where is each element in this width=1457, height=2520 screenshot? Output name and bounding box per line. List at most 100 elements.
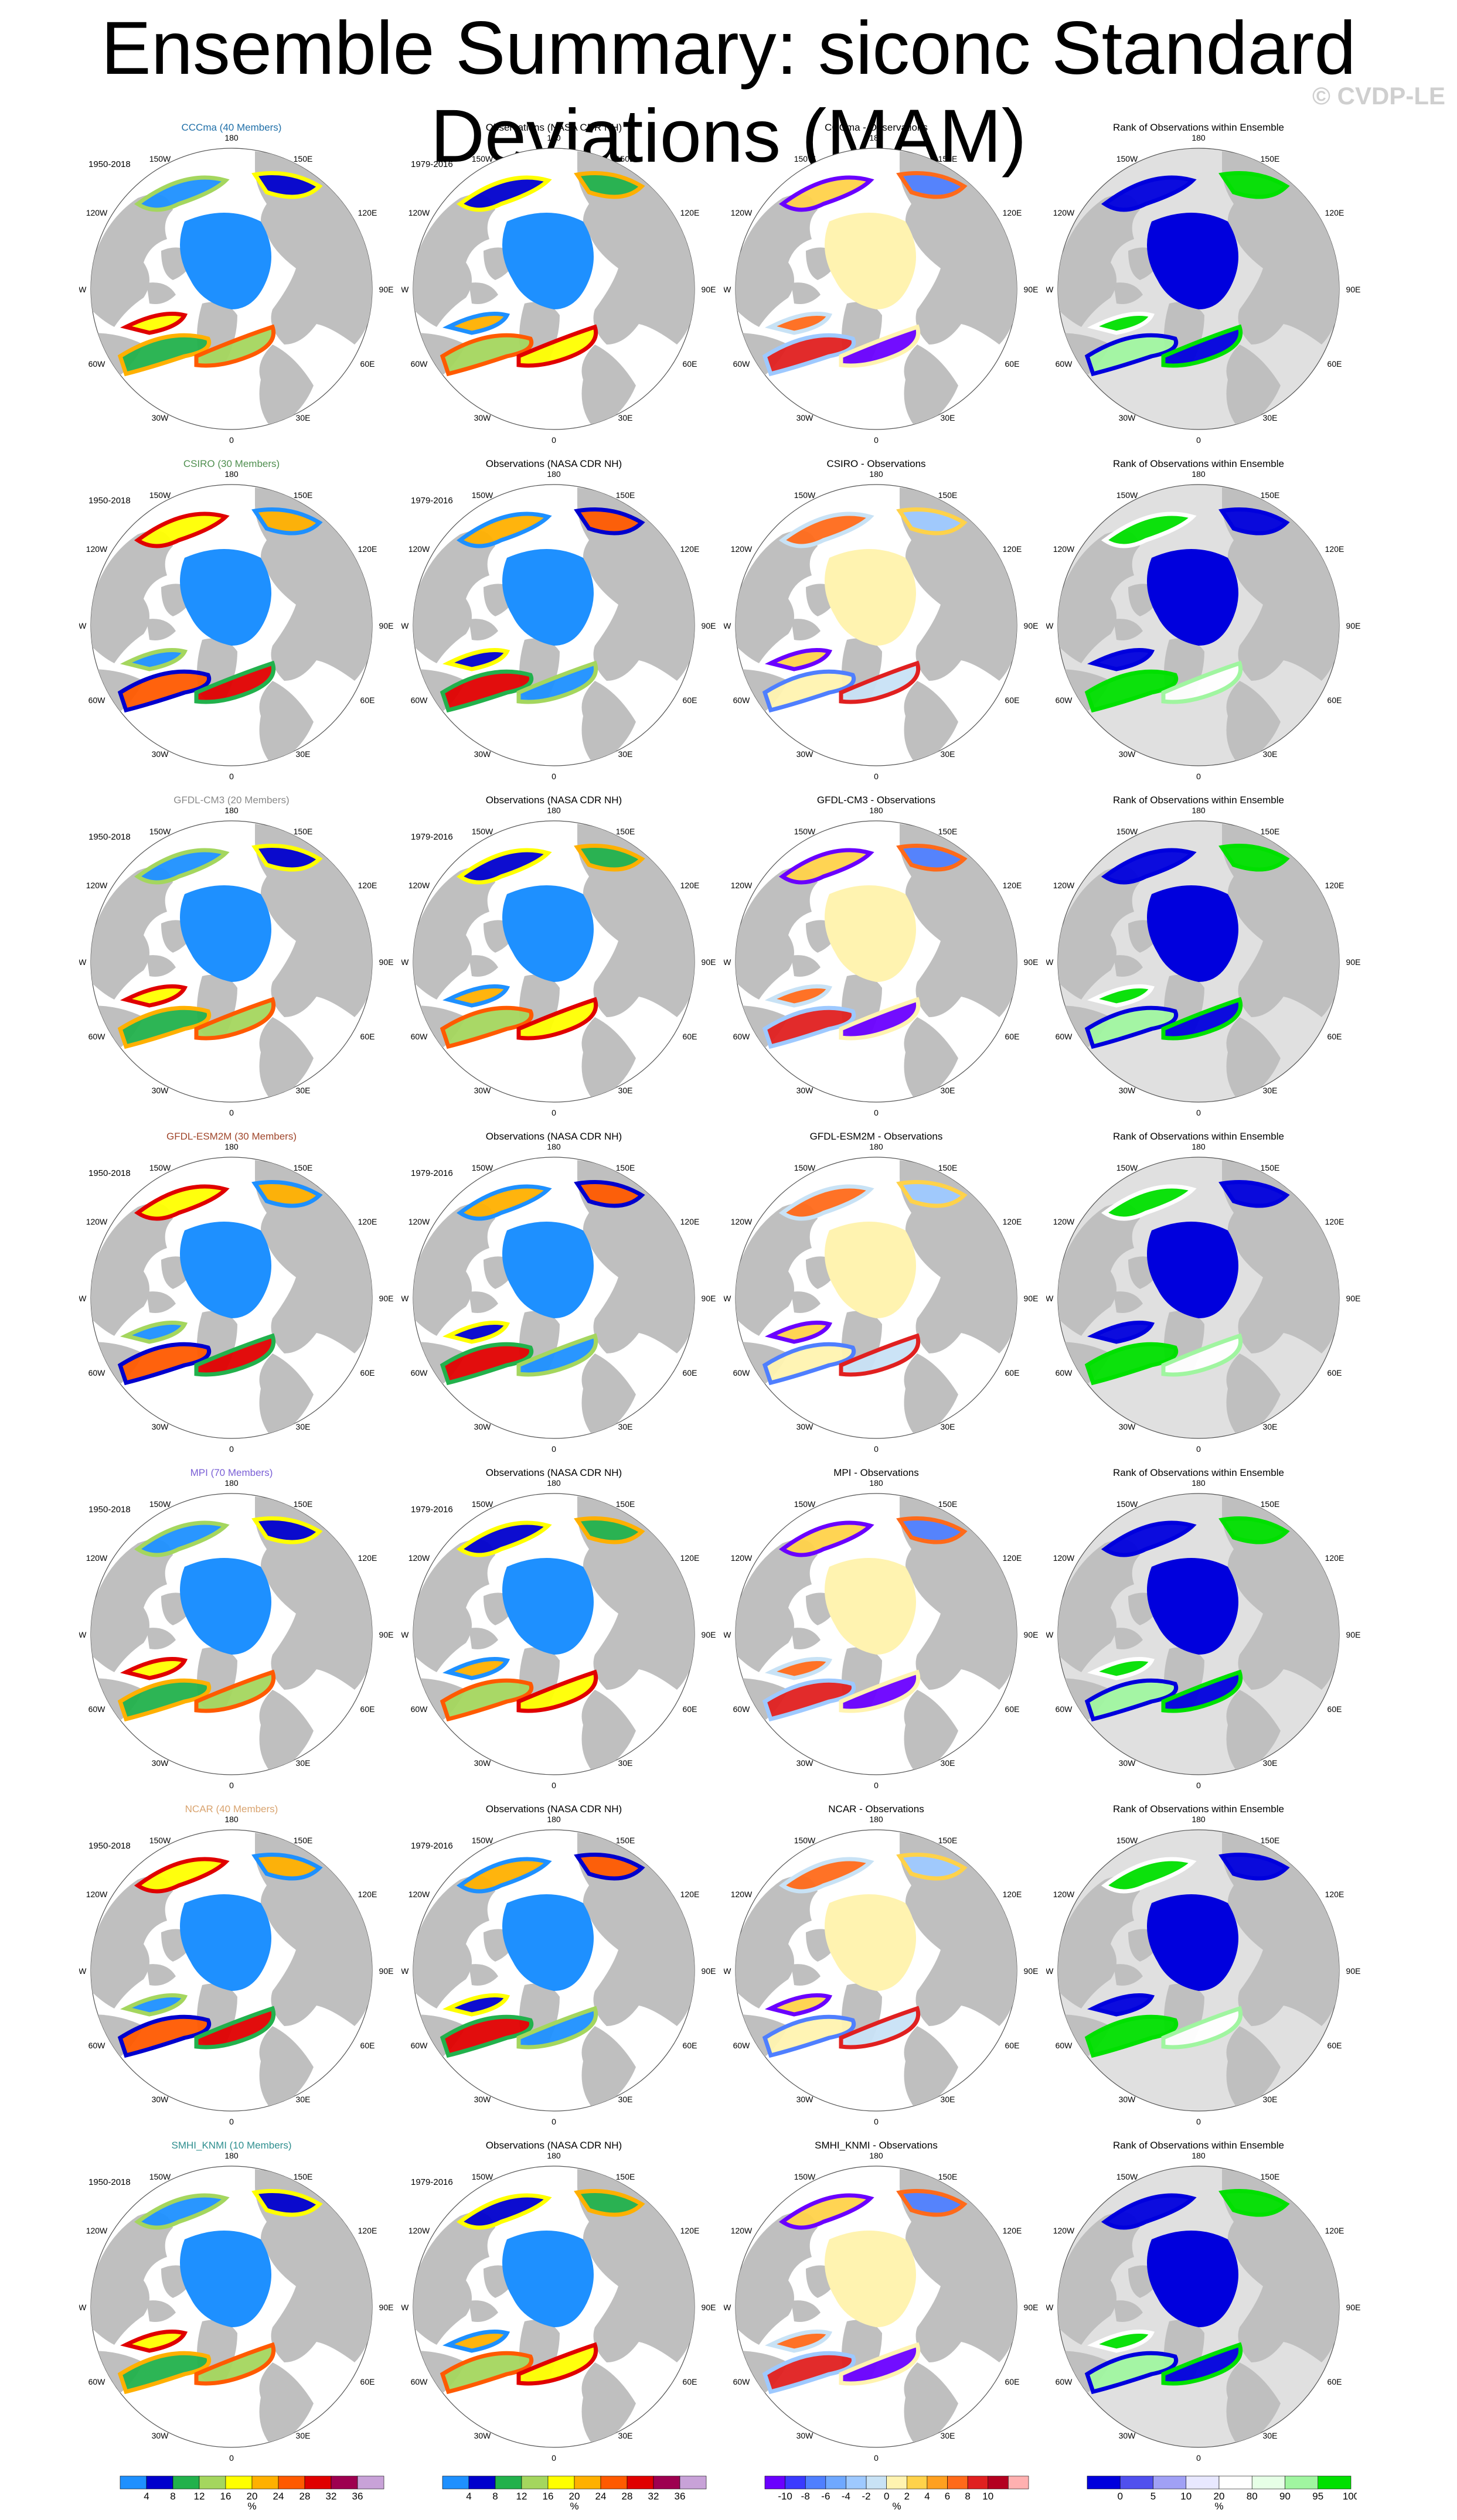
longitude-label: 150W (149, 1499, 171, 1509)
ice-edge-band (1105, 514, 1193, 546)
longitude-label: 0 (229, 772, 234, 781)
longitude-label: 60E (1005, 2377, 1020, 2386)
colorbar-tick-label: 24 (273, 2491, 284, 2502)
longitude-label: 120W (1053, 1890, 1075, 1899)
longitude-label: 30W (152, 1758, 169, 1768)
ice-edge-stroke (1087, 1657, 1155, 1680)
ice-edge-stroke (456, 1184, 552, 1221)
model-sd-panel: CSIRO (30 Members) 1950-2018 180 0 150W 150E 1… (67, 458, 396, 792)
ice-edge-stroke (1101, 511, 1197, 548)
ice-edge-stroke (778, 2193, 874, 2230)
north-america-landmass (1058, 1875, 1140, 2009)
ice-edge-band (1093, 986, 1152, 1005)
period-label: 1950-2018 (88, 159, 131, 169)
colorbar-swatch (146, 2475, 173, 2490)
colorbar-swatch (866, 2475, 887, 2490)
longitude-label: 120W (731, 1217, 753, 1226)
arctic-ocean-field (825, 1894, 916, 1991)
ice-edge-band (138, 514, 226, 546)
ice-edge-stroke (896, 1516, 968, 1544)
longitude-label: 90W (1046, 285, 1054, 294)
longitude-label: 90E (1024, 1630, 1039, 1639)
longitude-label: 30E (296, 1086, 311, 1095)
longitude-label: 120W (1053, 544, 1075, 554)
longitude-label: 150E (616, 1163, 635, 1172)
longitude-label: 30E (296, 413, 311, 422)
ice-edge-band (1163, 327, 1241, 366)
longitude-label: 120W (86, 208, 108, 217)
longitude-label: 30W (474, 1422, 492, 1431)
longitude-label: 120E (358, 1553, 377, 1563)
longitude-label: 150E (938, 2172, 958, 2181)
ice-edge-stroke (1218, 1180, 1290, 1208)
ice-edge-stroke (1101, 1184, 1197, 1221)
longitude-label: 30W (152, 2095, 169, 2104)
ice-edge-stroke (117, 669, 211, 713)
ice-edge-stroke (574, 171, 645, 199)
longitude-label: 120E (1325, 208, 1344, 217)
longitude-label: 0 (1196, 435, 1201, 445)
archipelago-landmass (791, 282, 821, 304)
north-america-landmass (736, 530, 818, 663)
longitude-label: 120W (1053, 1217, 1075, 1226)
longitude-label: 90W (724, 2303, 731, 2312)
longitude-label: 90W (401, 621, 409, 630)
longitude-label: 150W (794, 154, 816, 163)
longitude-label: 60W (88, 359, 106, 369)
ice-edge-stroke (120, 1993, 188, 2017)
difference-panel: SMHI_KNMI - Observations 180 0 150W 150E 120W… (712, 2140, 1040, 2474)
colorbar-swatch (886, 2475, 907, 2490)
ice-edge-band (1093, 313, 1152, 333)
archipelago-landmass (791, 955, 821, 977)
longitude-label: 0 (229, 2453, 234, 2463)
longitude-label: 90W (1046, 621, 1054, 630)
difference-panel: CCCma - Observations 180 0 150W 150E 120W 120E… (712, 122, 1040, 456)
longitude-label: 180 (547, 1143, 561, 1151)
longitude-label: 0 (1196, 2117, 1201, 2126)
north-america-landmass (736, 1539, 818, 1672)
ice-edge-stroke (896, 1180, 968, 1208)
north-america-landmass (413, 1875, 495, 2009)
arctic-ocean-field (825, 549, 916, 646)
longitude-label: 90E (702, 1630, 716, 1639)
longitude-label: 90E (702, 285, 716, 294)
colorbar-swatch (988, 2475, 1009, 2490)
arctic-ocean-field (1147, 549, 1238, 646)
longitude-label: 30W (1119, 2095, 1136, 2104)
longitude-label: 180 (1192, 806, 1206, 815)
ice-edge-band (782, 1186, 870, 1219)
ice-edge-stroke (117, 2014, 211, 2058)
panel-title: CSIRO - Observations (826, 458, 926, 469)
colorbar-tick-label: -6 (821, 2491, 830, 2502)
ice-edge-band (1163, 2345, 1241, 2383)
ice-edge-band (126, 650, 185, 669)
page-title: Ensemble Summary: siconc Standard Deviat… (101, 6, 1356, 178)
archipelago-landmass (791, 1964, 821, 1986)
longitude-label: 60W (1056, 2377, 1073, 2386)
ice-edge-stroke (896, 1853, 968, 1881)
ice-edge-stroke (442, 984, 510, 1008)
longitude-label: 30W (1119, 2431, 1136, 2440)
ice-edge-stroke (1218, 507, 1290, 536)
longitude-label: 120W (731, 208, 753, 217)
longitude-label: 90E (379, 621, 394, 630)
longitude-label: 30E (618, 1422, 633, 1431)
longitude-label: 120E (358, 1890, 377, 1899)
ice-edge-stroke (516, 324, 598, 368)
longitude-label: 90W (79, 621, 87, 630)
polar-map: 180 0 150W 150E 120W 120E 90W 90E 60W 60E 30W 30E (401, 1815, 716, 2126)
longitude-label: 150W (472, 1836, 493, 1845)
longitude-label: 120E (358, 881, 377, 890)
longitude-label: 180 (547, 134, 561, 142)
longitude-label: 30E (941, 1422, 955, 1431)
obs-colorbar: 4 8 12 16 20 24 28 32 36 % (437, 2474, 712, 2515)
period-label: 1950-2018 (88, 832, 131, 842)
ice-edge-band (519, 2009, 596, 2047)
ice-edge-band (841, 1000, 918, 1038)
ice-edge-band (771, 650, 829, 669)
ice-edge-band (841, 327, 918, 366)
polar-map: 180 0 150W 150E 120W 120E 90W 90E 60W 60E 30W 30E (724, 1815, 1038, 2126)
archipelago-landmass (791, 1628, 821, 1649)
longitude-label: 0 (229, 2117, 234, 2126)
